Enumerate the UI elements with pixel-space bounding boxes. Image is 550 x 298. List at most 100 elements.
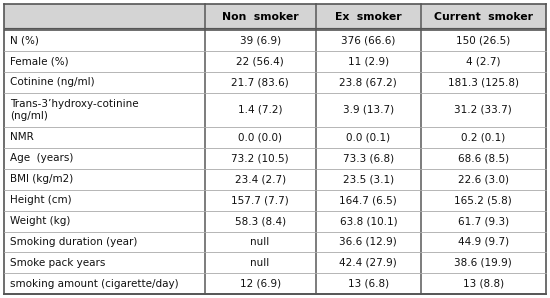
Text: 13 (8.8): 13 (8.8): [463, 279, 504, 289]
Bar: [421, 210, 546, 232]
Text: 63.8 (10.1): 63.8 (10.1): [339, 216, 397, 226]
Bar: [421, 127, 546, 148]
Bar: [205, 30, 316, 51]
Text: 3.9 (13.7): 3.9 (13.7): [343, 105, 394, 115]
Bar: [421, 93, 546, 127]
Text: 181.3 (125.8): 181.3 (125.8): [448, 77, 519, 87]
Text: Female (%): Female (%): [10, 56, 69, 66]
Bar: [4, 169, 205, 190]
Bar: [421, 30, 546, 51]
Bar: [205, 232, 316, 252]
Text: 23.4 (2.7): 23.4 (2.7): [234, 174, 285, 184]
Bar: [4, 51, 205, 72]
Bar: [421, 4, 546, 30]
Bar: [316, 127, 421, 148]
Text: 61.7 (9.3): 61.7 (9.3): [458, 216, 509, 226]
Bar: [4, 252, 205, 274]
Bar: [316, 72, 421, 93]
Text: Non  smoker: Non smoker: [222, 12, 299, 22]
Text: 42.4 (27.9): 42.4 (27.9): [339, 258, 397, 268]
Bar: [205, 169, 316, 190]
Text: N (%): N (%): [10, 35, 38, 46]
Bar: [205, 148, 316, 169]
Bar: [4, 93, 205, 127]
Text: 1.4 (7.2): 1.4 (7.2): [238, 105, 282, 115]
Text: smoking amount (cigarette/day): smoking amount (cigarette/day): [10, 279, 179, 289]
Text: 0.0 (0.1): 0.0 (0.1): [346, 132, 390, 142]
Text: 21.7 (83.6): 21.7 (83.6): [231, 77, 289, 87]
Text: 164.7 (6.5): 164.7 (6.5): [339, 195, 397, 205]
Text: 157.7 (7.7): 157.7 (7.7): [231, 195, 289, 205]
Text: 68.6 (8.5): 68.6 (8.5): [458, 153, 509, 163]
Bar: [316, 252, 421, 274]
Text: 44.9 (9.7): 44.9 (9.7): [458, 237, 509, 247]
Text: Weight (kg): Weight (kg): [10, 216, 70, 226]
Bar: [4, 4, 205, 30]
Bar: [4, 232, 205, 252]
Bar: [205, 127, 316, 148]
Text: 73.2 (10.5): 73.2 (10.5): [232, 153, 289, 163]
Bar: [316, 274, 421, 294]
Bar: [205, 210, 316, 232]
Text: 11 (2.9): 11 (2.9): [348, 56, 389, 66]
Bar: [316, 4, 421, 30]
Bar: [4, 148, 205, 169]
Text: null: null: [250, 237, 270, 247]
Bar: [205, 93, 316, 127]
Text: null: null: [250, 258, 270, 268]
Text: 4 (2.7): 4 (2.7): [466, 56, 500, 66]
Text: 73.3 (6.8): 73.3 (6.8): [343, 153, 394, 163]
Bar: [4, 210, 205, 232]
Bar: [421, 252, 546, 274]
Bar: [316, 148, 421, 169]
Text: Ex  smoker: Ex smoker: [335, 12, 402, 22]
Text: 13 (6.8): 13 (6.8): [348, 279, 389, 289]
Text: Current  smoker: Current smoker: [434, 12, 533, 22]
Text: 31.2 (33.7): 31.2 (33.7): [454, 105, 512, 115]
Text: 165.2 (5.8): 165.2 (5.8): [454, 195, 512, 205]
Text: 23.5 (3.1): 23.5 (3.1): [343, 174, 394, 184]
Bar: [421, 72, 546, 93]
Bar: [316, 169, 421, 190]
Bar: [205, 190, 316, 210]
Bar: [421, 274, 546, 294]
Bar: [4, 190, 205, 210]
Bar: [316, 190, 421, 210]
Bar: [316, 210, 421, 232]
Text: BMI (kg/m2): BMI (kg/m2): [10, 174, 73, 184]
Bar: [316, 232, 421, 252]
Text: 22 (56.4): 22 (56.4): [236, 56, 284, 66]
Bar: [4, 72, 205, 93]
Bar: [205, 72, 316, 93]
Bar: [421, 190, 546, 210]
Bar: [421, 51, 546, 72]
Text: 376 (66.6): 376 (66.6): [341, 35, 395, 46]
Text: Age  (years): Age (years): [10, 153, 73, 163]
Text: Smoking duration (year): Smoking duration (year): [10, 237, 138, 247]
Text: 0.2 (0.1): 0.2 (0.1): [461, 132, 505, 142]
Text: 23.8 (67.2): 23.8 (67.2): [339, 77, 397, 87]
Text: Height (cm): Height (cm): [10, 195, 72, 205]
Text: Trans-3’hydroxy-cotinine
(ng/ml): Trans-3’hydroxy-cotinine (ng/ml): [10, 99, 139, 121]
Text: Cotinine (ng/ml): Cotinine (ng/ml): [10, 77, 95, 87]
Bar: [205, 252, 316, 274]
Text: 38.6 (19.9): 38.6 (19.9): [454, 258, 512, 268]
Bar: [205, 4, 316, 30]
Text: 12 (6.9): 12 (6.9): [240, 279, 280, 289]
Bar: [421, 148, 546, 169]
Bar: [421, 232, 546, 252]
Bar: [4, 30, 205, 51]
Bar: [316, 93, 421, 127]
Text: Smoke pack years: Smoke pack years: [10, 258, 105, 268]
Bar: [316, 51, 421, 72]
Text: 150 (26.5): 150 (26.5): [456, 35, 510, 46]
Text: 22.6 (3.0): 22.6 (3.0): [458, 174, 509, 184]
Text: NMR: NMR: [10, 132, 34, 142]
Text: 58.3 (8.4): 58.3 (8.4): [234, 216, 285, 226]
Text: 36.6 (12.9): 36.6 (12.9): [339, 237, 397, 247]
Bar: [205, 51, 316, 72]
Text: 39 (6.9): 39 (6.9): [240, 35, 280, 46]
Bar: [4, 127, 205, 148]
Bar: [205, 274, 316, 294]
Text: 0.0 (0.0): 0.0 (0.0): [238, 132, 282, 142]
